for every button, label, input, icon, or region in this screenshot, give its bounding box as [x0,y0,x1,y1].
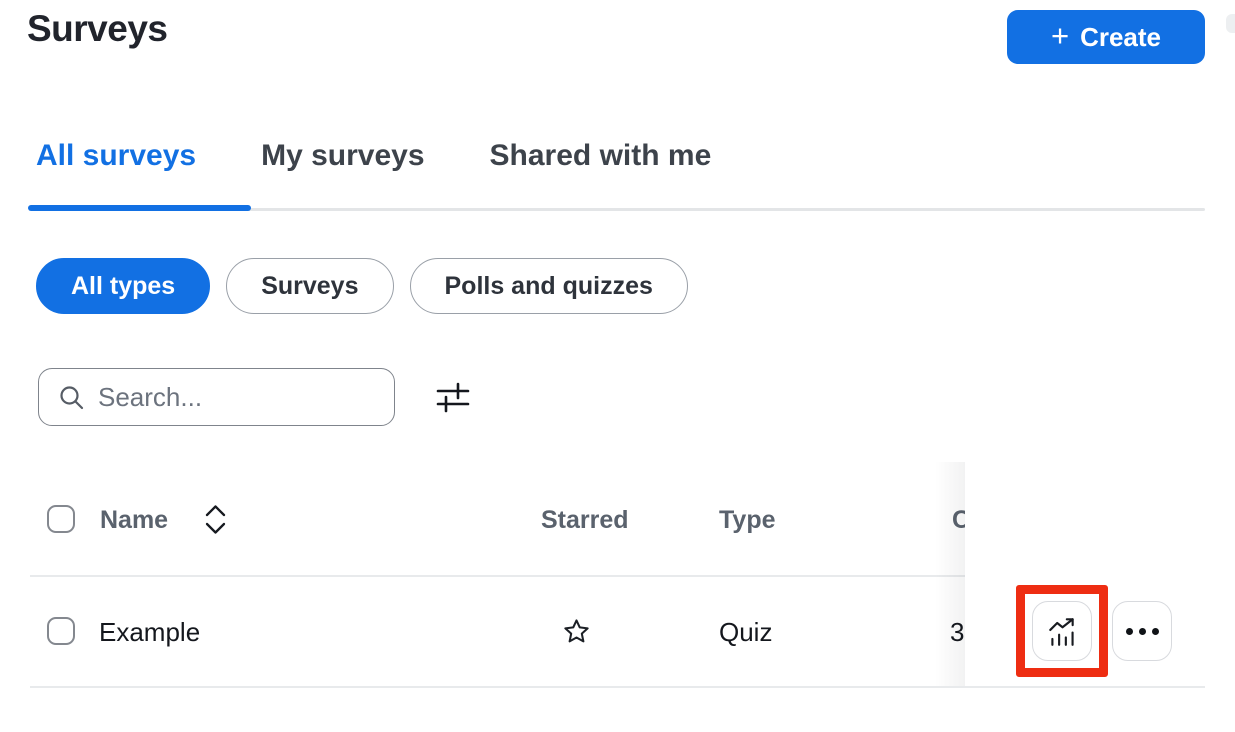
tab-shared-with-me[interactable]: Shared with me [489,139,712,172]
filter-pill-polls-and-quizzes[interactable]: Polls and quizzes [409,258,688,314]
search-box [38,368,395,426]
more-options-button[interactable] [1112,601,1172,661]
tab-all-surveys[interactable]: All surveys [36,139,197,172]
sliders-icon [436,380,470,414]
analyze-results-button[interactable] [1032,601,1092,661]
type-filter-group: All types Surveys Polls and quizzes [36,258,688,314]
select-all-checkbox[interactable] [47,505,75,533]
chart-trend-icon [1046,615,1078,647]
tab-bar: All surveys My surveys Shared with me [36,139,711,173]
table-row-divider [30,686,1205,688]
create-button[interactable]: + Create [1007,10,1205,64]
create-button-label: Create [1080,21,1162,52]
filter-pill-all-types[interactable]: All types [36,258,211,314]
clipped-edge-element [1226,14,1235,33]
search-input[interactable] [98,381,348,413]
row-name-cell[interactable]: Example [99,617,201,647]
row-actions-overlay [935,462,1235,686]
filter-pill-surveys[interactable]: Surveys [226,258,394,314]
table-header-divider [30,575,1205,577]
tab-my-surveys[interactable]: My surveys [261,139,425,172]
star-outline-icon [562,617,591,646]
column-header-starred: Starred [541,506,629,534]
page-title: Surveys [27,8,168,49]
sort-chevrons-icon [204,503,227,536]
tab-underline-track [30,208,1205,211]
column-header-name[interactable]: Name [100,506,169,534]
active-tab-indicator [28,205,251,211]
ellipsis-icon [1125,627,1133,635]
row-clipped-cell: 3 [950,617,964,648]
filters-button[interactable] [430,374,476,420]
star-toggle-button[interactable] [557,612,595,650]
row-type-cell: Quiz [719,617,773,647]
search-icon [58,384,85,411]
sort-control[interactable] [204,503,227,536]
column-header-type: Type [719,506,776,534]
row-checkbox[interactable] [47,617,75,645]
plus-icon: + [1050,18,1070,53]
